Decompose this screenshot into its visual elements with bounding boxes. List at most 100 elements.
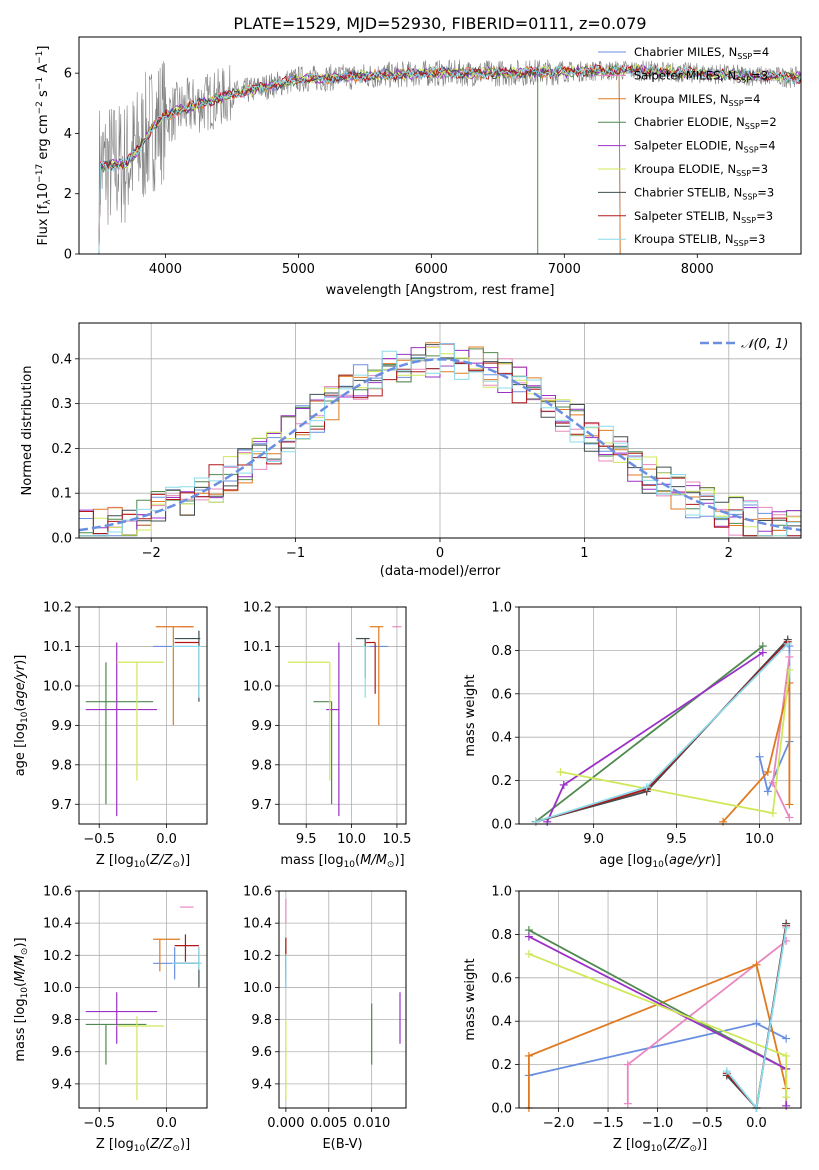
spectrum-data-line: [98, 59, 801, 254]
x-tick-label: 0.0: [156, 832, 177, 847]
figure-title: PLATE=1529, MJD=52930, FIBERID=0111, z=0…: [233, 14, 646, 33]
mass-weight-series: [560, 669, 791, 815]
x-axis-label: Z [log10(Z/Z⊙)]: [96, 1137, 190, 1154]
panel-age_vs_Z: −0.5 0.0 9.7 9.8 9.9 10.0 10.1 10.2 Z [log10(Z/Z…: [13, 601, 208, 870]
panel-mass_weight_vs_age: 9.0 9.5 10.0 0.0 0.2 0.4 0.6 0.8 1.0 mass weight a…: [463, 601, 802, 870]
panel-mass_vs_EBV: 0.000 0.005 0.010 9.4 9.6 9.8 10.0 10.2 10.4 10.6…: [243, 885, 407, 1152]
legend-label: 𝒩(0, 1): [741, 337, 788, 352]
y-tick-label: 0.8: [491, 928, 512, 943]
y-tick-label: 10.0: [43, 679, 72, 694]
legend-label: Chabrier STELIB, NSSP=3: [634, 185, 774, 201]
mass-weight-series: [528, 963, 788, 1108]
histogram-series: [79, 346, 801, 537]
y-tick-label: 10.1: [43, 640, 72, 655]
y-tick-label: 0.2: [491, 1058, 512, 1073]
legend-label: Kroupa ELODIE, NSSP=3: [634, 162, 768, 178]
x-tick-label: 7000: [548, 262, 581, 277]
y-tick-label: 4: [64, 127, 72, 142]
y-tick-label: 10.0: [243, 679, 272, 694]
spectrum-model-line: [98, 64, 621, 254]
x-tick-label: 0.010: [353, 1116, 390, 1131]
mass-weight-series: [535, 638, 789, 823]
x-tick-label: 10.5: [382, 832, 411, 847]
y-tick-label: 9.7: [251, 798, 272, 813]
mass-weight-series: [722, 682, 791, 823]
x-tick-label: 4000: [149, 262, 182, 277]
axes-frame: [78, 322, 802, 539]
legend-label: Salpeter MILES, NSSP=3: [634, 68, 768, 84]
legend-label: Chabrier ELODIE, NSSP=2: [634, 115, 777, 131]
y-tick-label: 10.2: [243, 601, 272, 616]
y-tick-label: 0.4: [491, 731, 512, 746]
y-axis-label: age [log10(age/yr)]: [13, 655, 30, 777]
histogram-series: [79, 344, 801, 537]
y-tick-label: 10.6: [243, 885, 272, 900]
axes-frame: [78, 606, 208, 825]
legend-label: Salpeter ELODIE, NSSP=4: [634, 139, 776, 155]
x-tick-label: −1.5: [592, 1116, 624, 1131]
x-axis-label: E(B-V): [322, 1137, 362, 1152]
x-tick-label: 9.5: [666, 832, 687, 847]
y-tick-label: 10.4: [43, 917, 72, 932]
x-tick-label: −0.5: [83, 1116, 115, 1131]
y-tick-label: 10.2: [43, 949, 72, 964]
x-tick-label: 9.0: [583, 832, 604, 847]
axes-frame: [278, 606, 407, 825]
y-axis-label: mass weight: [463, 958, 478, 1040]
y-tick-label: 10.2: [43, 601, 72, 616]
y-tick-label: 0.2: [51, 442, 72, 457]
y-tick-label: 0.0: [51, 532, 72, 547]
y-tick-label: 9.6: [251, 1045, 272, 1060]
x-tick-label: 10.0: [745, 832, 774, 847]
x-axis-label: Z [log10(Z/Z⊙)]: [613, 1137, 707, 1154]
x-tick-label: −1: [286, 546, 305, 561]
y-tick-label: 0: [64, 248, 72, 263]
axes-frame: [78, 890, 208, 1109]
legend-label: Kroupa MILES, NSSP=4: [634, 92, 760, 108]
y-tick-label: 9.4: [251, 1077, 272, 1092]
y-tick-label: 9.8: [251, 758, 272, 773]
axes-frame: [518, 606, 802, 825]
x-axis-label: Z [log10(Z/Z⊙)]: [96, 853, 190, 870]
y-tick-label: 0.4: [491, 1015, 512, 1030]
y-tick-label: 0.4: [51, 352, 72, 367]
y-tick-label: 10.1: [243, 640, 272, 655]
y-tick-label: 0.3: [51, 397, 72, 412]
y-tick-label: 9.6: [51, 1045, 72, 1060]
y-tick-label: 9.9: [51, 719, 72, 734]
mass-weight-series: [535, 641, 789, 823]
y-tick-label: 9.7: [51, 798, 72, 813]
legend-label: Chabrier MILES, NSSP=4: [634, 45, 769, 61]
x-axis-label: mass [log10(M/M⊙)]: [280, 853, 404, 870]
legend-label: Salpeter STELIB, NSSP=3: [634, 209, 773, 225]
x-tick-label: 0.0: [746, 1116, 767, 1131]
panel-age_vs_mass: 9.5 10.0 10.5 9.7 9.8 9.9 10.0 10.1 10.2 mass [lo…: [243, 601, 411, 871]
x-tick-label: −1.0: [642, 1116, 674, 1131]
y-tick-label: 9.8: [51, 758, 72, 773]
x-tick-label: −2: [142, 546, 161, 561]
mass-weight-series: [535, 643, 789, 823]
normal-reference-curve: [78, 358, 802, 532]
x-tick-label: 2: [725, 546, 733, 561]
legend-label: Kroupa STELIB, NSSP=3: [634, 232, 765, 248]
panel-mass_weight_vs_Z: −2.0 −1.5 −1.0 −0.5 0.0 0.0 0.2 0.4 0.6 0.8 1.0 mas…: [463, 885, 802, 1154]
y-axis-label: Normed distribution: [20, 366, 35, 496]
x-axis-label: wavelength [Angstrom, rest frame]: [326, 283, 555, 298]
y-tick-label: 0.2: [491, 774, 512, 789]
x-axis-label: age [log10(age/yr)]: [599, 853, 721, 870]
y-tick-label: 9.9: [251, 719, 272, 734]
x-tick-label: 0.000: [267, 1116, 304, 1131]
axes-frame: [278, 890, 407, 1109]
mass-weight-series: [726, 927, 788, 1108]
panel-residuals: −2 −1 0 1 2 0.0 0.1 0.2 0.3 0.4 (data-model)/error…: [20, 322, 802, 579]
y-tick-label: 9.8: [51, 1013, 72, 1028]
y-tick-label: 0.8: [491, 644, 512, 659]
x-tick-label: 0.005: [310, 1116, 347, 1131]
y-tick-label: 9.8: [251, 1013, 272, 1028]
x-tick-label: −0.5: [691, 1116, 723, 1131]
axes-frame: [78, 36, 802, 255]
x-tick-label: −2.0: [543, 1116, 575, 1131]
y-tick-label: 1.0: [491, 885, 512, 900]
y-tick-label: 10.0: [43, 981, 72, 996]
